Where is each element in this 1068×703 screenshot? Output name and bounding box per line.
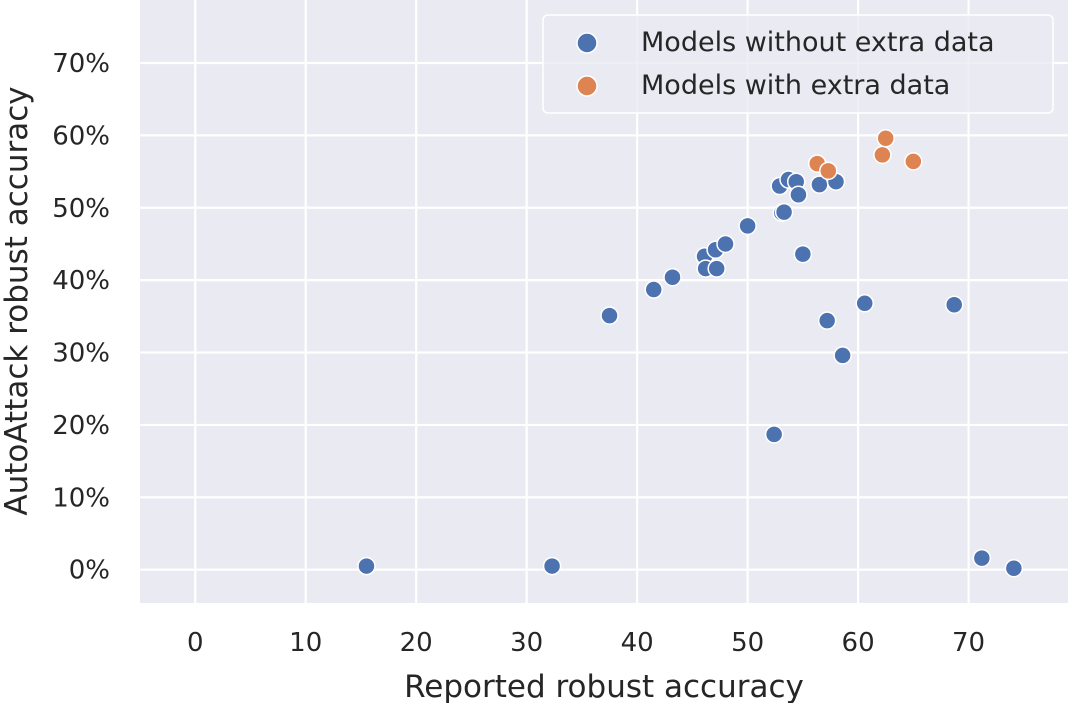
data-point-without-extra-data [600,306,619,325]
legend-marker-with-extra-data [576,75,598,97]
y-tick-label: 20% [52,411,110,441]
data-point-without-extra-data [716,234,735,254]
x-tick-label: 0 [187,628,204,658]
y-axis-label: AutoAttack robust accuracy [0,86,35,515]
y-tick-labels: 0% 10% 20% 30% 40% 50% 60% 70% [52,49,110,586]
data-point-with-extra-data [873,145,892,165]
data-point-without-extra-data [774,202,794,222]
data-point-without-extra-data [833,346,852,365]
legend: Models without extra data Models with ex… [542,14,1054,114]
data-point-without-extra-data [357,556,376,576]
data-point-with-extra-data [819,161,838,181]
data-point-without-extra-data [817,311,837,330]
data-point-without-extra-data [738,216,757,236]
data-points [357,129,1024,578]
data-point-without-extra-data [542,556,562,576]
x-tick-label: 50 [731,628,764,658]
x-tick-label: 10 [289,628,322,658]
legend-box [542,14,1054,114]
data-point-without-extra-data [855,294,874,313]
y-tick-label: 60% [52,121,110,151]
y-tick-label: 10% [52,483,110,513]
data-point-without-extra-data [644,280,663,299]
data-point-without-extra-data [944,295,964,315]
data-point-without-extra-data [1004,559,1024,578]
x-axis-label: Reported robust accuracy [404,669,804,703]
y-tick-label: 0% [69,556,110,586]
data-point-without-extra-data [764,425,784,444]
y-tick-label: 30% [52,339,110,369]
y-tick-label: 70% [52,49,110,79]
data-point-without-extra-data [789,185,808,204]
y-tick-label: 40% [52,266,110,296]
y-tick-label: 50% [52,194,110,224]
legend-label-with-extra-data: Models with extra data [641,70,950,101]
data-point-without-extra-data [972,548,992,568]
x-tick-labels: 0 10 20 30 40 50 60 70 [187,628,985,658]
x-tick-label: 60 [842,628,875,658]
x-tick-label: 20 [400,628,433,658]
data-point-without-extra-data [707,259,726,278]
data-point-without-extra-data [663,267,682,287]
legend-label-without-extra-data: Models without extra data [641,27,995,58]
x-tick-label: 30 [510,628,543,658]
x-tick-label: 40 [621,628,654,658]
data-point-with-extra-data [876,129,895,148]
x-tick-label: 70 [952,628,985,658]
data-point-with-extra-data [904,152,923,171]
legend-marker-without-extra-data [576,32,598,54]
data-point-without-extra-data [793,244,813,264]
